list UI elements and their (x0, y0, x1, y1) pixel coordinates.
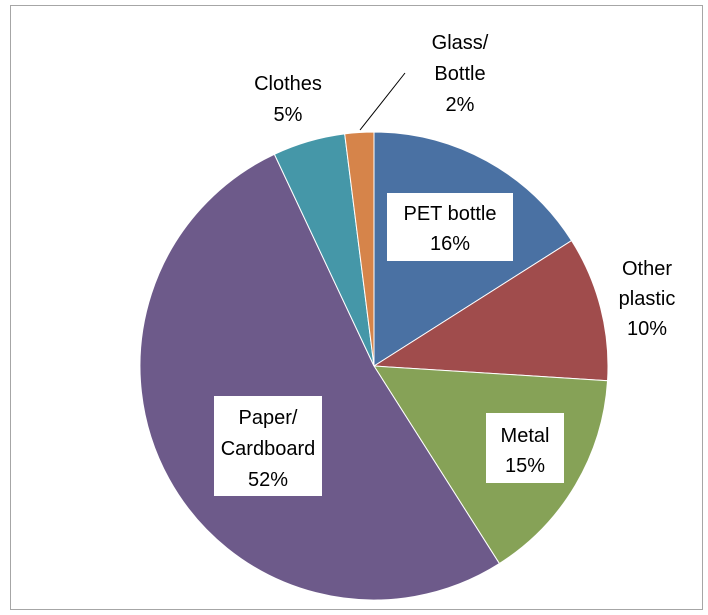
pet-label-value: 16% (430, 233, 470, 255)
glass-label-value: 2% (446, 94, 475, 116)
pie-slice-other-plastic (372, 239, 609, 382)
paper-label-value: 52% (248, 469, 288, 491)
metal-label-name: Metal (501, 425, 550, 447)
pie-slice-glass-bottle (344, 131, 375, 367)
clothes-label-value: 5% (274, 104, 303, 126)
metal-label-box (486, 413, 564, 483)
pie-slices (139, 131, 609, 601)
other-plastic-label-line2: plastic (619, 288, 676, 310)
glass-leader-line (359, 72, 406, 131)
pet-label-name: PET bottle (403, 203, 496, 225)
metal-label-value: 15% (505, 455, 545, 477)
glass-label-line1: Glass/ (432, 32, 489, 54)
clothes-label-name: Clothes (254, 73, 322, 95)
paper-label-line1: Paper/ (239, 407, 298, 429)
glass-label-line2: Bottle (434, 63, 485, 85)
paper-label-line2: Cardboard (221, 438, 316, 460)
pet-label-box (387, 193, 513, 261)
paper-label-box (214, 396, 322, 496)
other-plastic-label-value: 10% (627, 318, 667, 340)
other-plastic-label-line1: Other (622, 258, 672, 280)
